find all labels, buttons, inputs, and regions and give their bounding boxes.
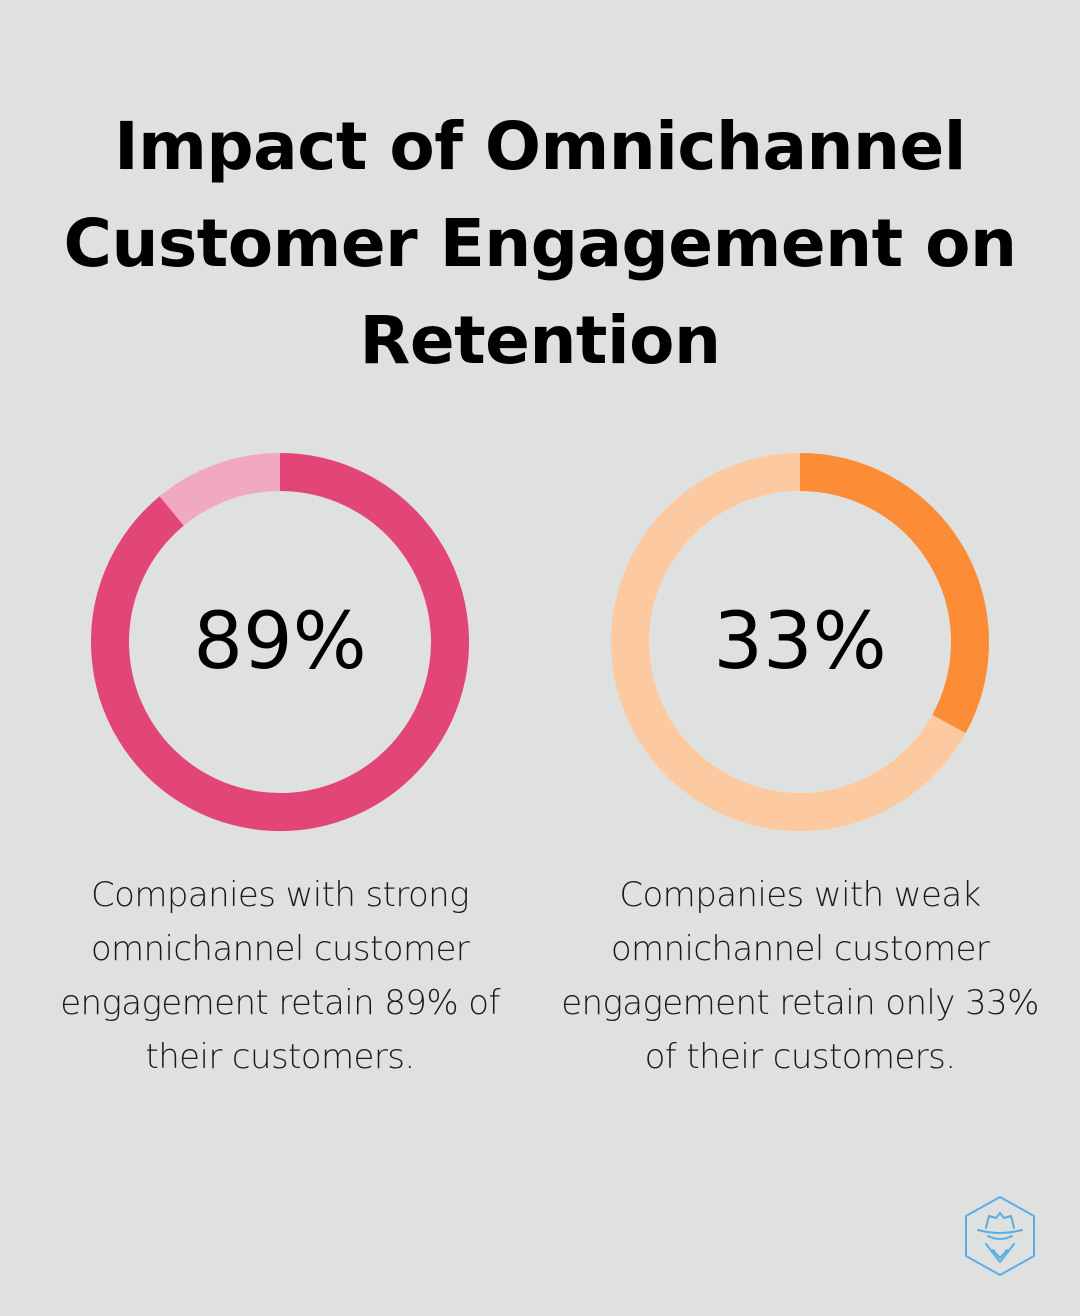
donut-value-arc-weak — [799, 453, 989, 734]
donut-value-label-strong: 89% — [193, 597, 366, 687]
caption-weak: Companies with weak omnichannel customer… — [561, 875, 1039, 1077]
logo-svg — [965, 1196, 1035, 1276]
donut-value-arc-strong — [91, 453, 469, 831]
caption-strong: Companies with strong omnichannel custom… — [60, 875, 500, 1077]
donut-chart-strong: 89% — [90, 452, 470, 832]
donut-svg-strong: 89% — [91, 453, 469, 831]
donut-svg-weak: 33% — [611, 453, 989, 831]
spy-hat-icon — [962, 1194, 1038, 1278]
donut-chart-weak: 33% — [610, 452, 990, 832]
donut-value-label-weak: 33% — [713, 597, 886, 687]
page-title: Impact of Omnichannel Customer Engagemen… — [63, 108, 1017, 379]
